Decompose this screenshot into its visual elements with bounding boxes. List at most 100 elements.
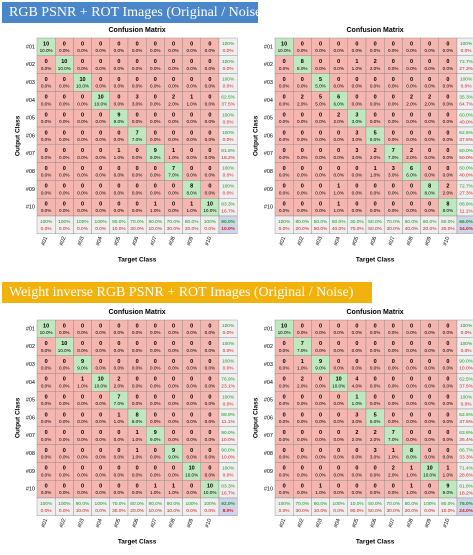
row-error: 10.0% xyxy=(221,437,235,443)
col-label: #03 xyxy=(315,518,324,529)
cell-percent: 0.0% xyxy=(77,490,87,495)
cell-count: 0 xyxy=(81,148,84,154)
col-label: #07 xyxy=(150,236,159,247)
cell-count: 0 xyxy=(99,466,102,472)
cell-count: 0 xyxy=(45,448,48,454)
cell-percent: 0.0% xyxy=(297,190,307,195)
cell-percent: 0.0% xyxy=(443,330,453,335)
cell-percent: 0.0% xyxy=(59,437,69,442)
row-error: 16.7% xyxy=(221,208,235,214)
cell-count: 0 xyxy=(410,359,413,365)
col-accuracy: 90.0% xyxy=(148,219,162,225)
col-accuracy: 50.0% xyxy=(368,219,382,225)
cell-count: 0 xyxy=(283,113,286,119)
cell-count: 0 xyxy=(190,59,193,65)
cell-count: 0 xyxy=(154,466,157,472)
cell-count: 0 xyxy=(428,341,431,347)
cell-percent: 1.0% xyxy=(352,401,362,406)
cell-count: 0 xyxy=(337,466,340,472)
cell-count: 2 xyxy=(374,430,377,436)
cell-percent: 0.0% xyxy=(352,101,362,106)
cell-count: 0 xyxy=(446,448,449,454)
cell-count: 0 xyxy=(63,395,66,401)
cell-count: 0 xyxy=(428,377,431,383)
cell-count: 0 xyxy=(446,130,449,136)
row-accuracy: 62.5% xyxy=(459,412,473,418)
row-label: #03 xyxy=(264,362,273,368)
col-error: 0.0% xyxy=(95,226,107,232)
cell-percent: 0.0% xyxy=(41,190,51,195)
cell-count: 0 xyxy=(45,430,48,436)
cell-percent: 0.0% xyxy=(443,455,453,460)
cell-percent: 0.0% xyxy=(132,173,142,178)
cell-count: 0 xyxy=(319,377,322,383)
cell-percent: 0.0% xyxy=(95,401,105,406)
col-error: 0.0% xyxy=(59,226,71,232)
cell-count: 0 xyxy=(337,148,340,154)
cell-count: 0 xyxy=(428,166,431,172)
cell-percent: 0.0% xyxy=(424,330,434,335)
cell-percent: 2.0% xyxy=(297,383,307,388)
cell-percent: 0.0% xyxy=(370,208,380,213)
cell-percent: 0.0% xyxy=(205,101,215,106)
cell-count: 0 xyxy=(117,130,120,136)
cell-count: 0 xyxy=(428,359,431,365)
col-error: 0.0% xyxy=(204,508,216,514)
cell-count: 1 xyxy=(172,484,175,490)
cell-count: 0 xyxy=(283,148,286,154)
cell-count: 0 xyxy=(45,377,48,383)
cell-percent: 0.0% xyxy=(333,348,343,353)
cell-percent: 0.0% xyxy=(114,137,124,142)
cell-percent: 0.0% xyxy=(95,348,105,353)
cell-percent: 0.0% xyxy=(315,48,325,53)
cell-count: 0 xyxy=(301,130,304,136)
cell-percent: 1.0% xyxy=(352,66,362,71)
cell-count: 0 xyxy=(172,202,175,208)
cell-percent: 0.0% xyxy=(443,437,453,442)
cell-percent: 0.0% xyxy=(315,208,325,213)
cell-percent: 0.0% xyxy=(315,190,325,195)
col-error: 20.0% xyxy=(441,226,455,232)
cell-count: 3 xyxy=(355,130,358,136)
cell-count: 0 xyxy=(190,323,193,329)
col-error: 0.0% xyxy=(424,508,436,514)
row-label: #08 xyxy=(264,169,273,175)
cell-count: 0 xyxy=(172,323,175,329)
col-label: #03 xyxy=(77,236,86,247)
row-label: #05 xyxy=(26,398,35,404)
cell-percent: 0.0% xyxy=(59,101,69,106)
cell-count: 3 xyxy=(355,148,358,154)
cell-percent: 10.0% xyxy=(94,383,107,388)
cell-count: 2 xyxy=(374,148,377,154)
cell-count: 0 xyxy=(154,166,157,172)
cell-count: 0 xyxy=(374,323,377,329)
cell-count: 0 xyxy=(446,430,449,436)
cell-count: 0 xyxy=(63,77,66,83)
col-accuracy: 30.0% xyxy=(350,219,364,225)
cell-count: 0 xyxy=(99,430,102,436)
row-label: #02 xyxy=(26,62,35,68)
cell-percent: 0.0% xyxy=(279,173,289,178)
cell-percent: 0.0% xyxy=(205,348,215,353)
row-label: #01 xyxy=(264,44,273,50)
cell-count: 0 xyxy=(319,341,322,347)
cell-percent: 0.0% xyxy=(41,401,51,406)
cell-count: 0 xyxy=(63,484,66,490)
row-label: #01 xyxy=(26,44,35,50)
cell-count: 0 xyxy=(45,166,48,172)
cell-count: 5 xyxy=(319,95,322,101)
row-error: 0.0% xyxy=(223,137,235,143)
row-accuracy: 100% xyxy=(222,59,235,65)
cell-percent: 0.0% xyxy=(186,348,196,353)
cell-percent: 0.0% xyxy=(352,173,362,178)
cell-percent: 0.0% xyxy=(114,190,124,195)
cell-percent: 0.0% xyxy=(424,66,434,71)
cell-count: 10 xyxy=(98,95,104,101)
col-accuracy: 100% xyxy=(40,501,53,507)
row-error: 18.2% xyxy=(459,490,473,496)
cell-count: 0 xyxy=(428,41,431,47)
cell-count: 0 xyxy=(319,184,322,190)
cell-count: 0 xyxy=(410,377,413,383)
cell-percent: 0.0% xyxy=(168,84,178,89)
cell-count: 0 xyxy=(136,377,139,383)
